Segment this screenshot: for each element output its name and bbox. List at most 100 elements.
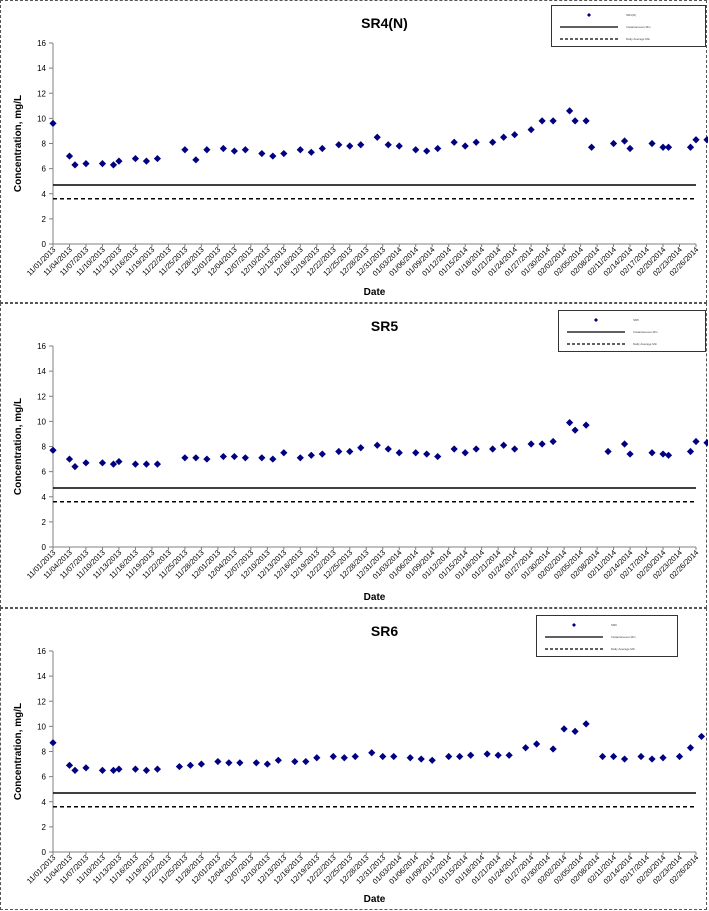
- y-tick-label: 14: [37, 64, 46, 73]
- data-point: [648, 755, 656, 763]
- data-point: [236, 759, 244, 767]
- y-tick-label: 16: [37, 39, 46, 48]
- legend-swatch: [594, 318, 598, 322]
- y-tick-label: 0: [42, 240, 47, 249]
- y-tick-label: 2: [42, 823, 47, 832]
- data-point: [329, 752, 337, 761]
- data-point: [571, 117, 579, 125]
- data-point: [417, 755, 425, 763]
- data-point: [703, 439, 708, 447]
- data-point: [450, 445, 458, 453]
- data-point: [697, 732, 706, 741]
- data-point: [258, 149, 266, 158]
- y-tick-label: 8: [42, 748, 47, 757]
- data-point: [214, 757, 222, 766]
- data-point: [153, 154, 162, 163]
- y-tick-label: 4: [42, 190, 47, 199]
- chart-panel-sr6: SR6 Concentration, mg/L 0 2 4 6 8 10 12 14 16 11/01…: [0, 608, 707, 910]
- data-point: [620, 755, 629, 763]
- data-point: [313, 754, 321, 762]
- x-axis-label: Date: [364, 592, 386, 603]
- data-point: [142, 460, 151, 468]
- data-point: [450, 138, 458, 146]
- data-point: [472, 445, 480, 453]
- y-tick-label: 2: [42, 518, 47, 527]
- data-point: [500, 441, 508, 449]
- data-point: [565, 419, 574, 427]
- data-point: [269, 152, 277, 160]
- data-point: [175, 762, 184, 771]
- y-tick-label: 10: [37, 722, 46, 731]
- chart-title: SR6: [371, 623, 398, 639]
- y-tick-label: 10: [37, 417, 46, 426]
- data-point: [197, 760, 205, 768]
- legend-label: SR6: [611, 623, 617, 627]
- data-point: [186, 761, 194, 769]
- chart-svg: SR4(N)Concentration, mg/L024681012141611…: [13, 15, 708, 298]
- legend-entry: Instantaneous Min: [559, 327, 705, 337]
- data-point: [434, 452, 442, 461]
- data-point: [153, 460, 162, 468]
- data-point: [522, 744, 530, 752]
- data-point: [395, 142, 403, 150]
- data-point: [307, 451, 315, 459]
- data-point: [549, 117, 557, 125]
- legend-label: Instantaneous Min: [633, 330, 658, 334]
- legend-entry: SR4(N): [552, 10, 705, 20]
- data-point: [340, 754, 348, 762]
- data-point: [423, 450, 431, 458]
- y-tick-label: 10: [37, 114, 46, 123]
- legend-marker: [572, 623, 576, 627]
- data-point: [533, 740, 541, 748]
- legend-entry: SR5: [559, 315, 705, 325]
- data-point: [373, 133, 381, 141]
- data-series: [49, 107, 708, 169]
- data-point: [357, 141, 365, 149]
- data-point: [703, 136, 708, 144]
- data-point: [65, 455, 74, 463]
- data-point: [98, 766, 107, 774]
- legend-marker: [594, 318, 598, 322]
- data-point: [648, 449, 656, 457]
- data-point: [296, 454, 304, 462]
- y-tick-label: 12: [37, 697, 46, 706]
- data-point: [538, 117, 546, 125]
- y-tick-label: 8: [42, 443, 47, 452]
- data-point: [49, 739, 57, 747]
- legend-swatch: [572, 623, 576, 627]
- data-point: [131, 154, 140, 163]
- legend-entry: SR6: [537, 620, 677, 630]
- data-point: [71, 161, 79, 169]
- data-point: [686, 447, 695, 456]
- data-point: [659, 450, 667, 458]
- y-tick-label: 6: [42, 165, 47, 174]
- data-point: [384, 141, 392, 149]
- legend-label: Instantaneous Min: [611, 635, 636, 639]
- data-point: [626, 450, 634, 458]
- legend-label: SR5: [633, 318, 639, 322]
- data-point: [686, 744, 695, 752]
- legend-entry: Daily Average Min: [559, 339, 705, 349]
- legend-swatch: [567, 343, 625, 345]
- data-point: [609, 752, 618, 761]
- y-tick-label: 16: [37, 647, 46, 656]
- legend-swatch: [545, 648, 603, 650]
- data-point: [571, 426, 579, 434]
- data-point: [71, 463, 79, 471]
- data-point: [280, 449, 288, 457]
- data-point: [109, 766, 118, 774]
- data-point: [346, 142, 354, 150]
- data-point: [511, 131, 519, 139]
- y-axis-label: Concentration, mg/L: [13, 703, 24, 800]
- data-point: [82, 459, 90, 467]
- data-point: [390, 752, 398, 761]
- data-point: [307, 148, 315, 156]
- y-tick-label: 4: [42, 798, 47, 807]
- data-point: [626, 144, 634, 153]
- chart-title: SR5: [371, 318, 398, 334]
- data-point: [230, 147, 238, 155]
- data-point: [98, 160, 107, 168]
- data-point: [318, 450, 326, 458]
